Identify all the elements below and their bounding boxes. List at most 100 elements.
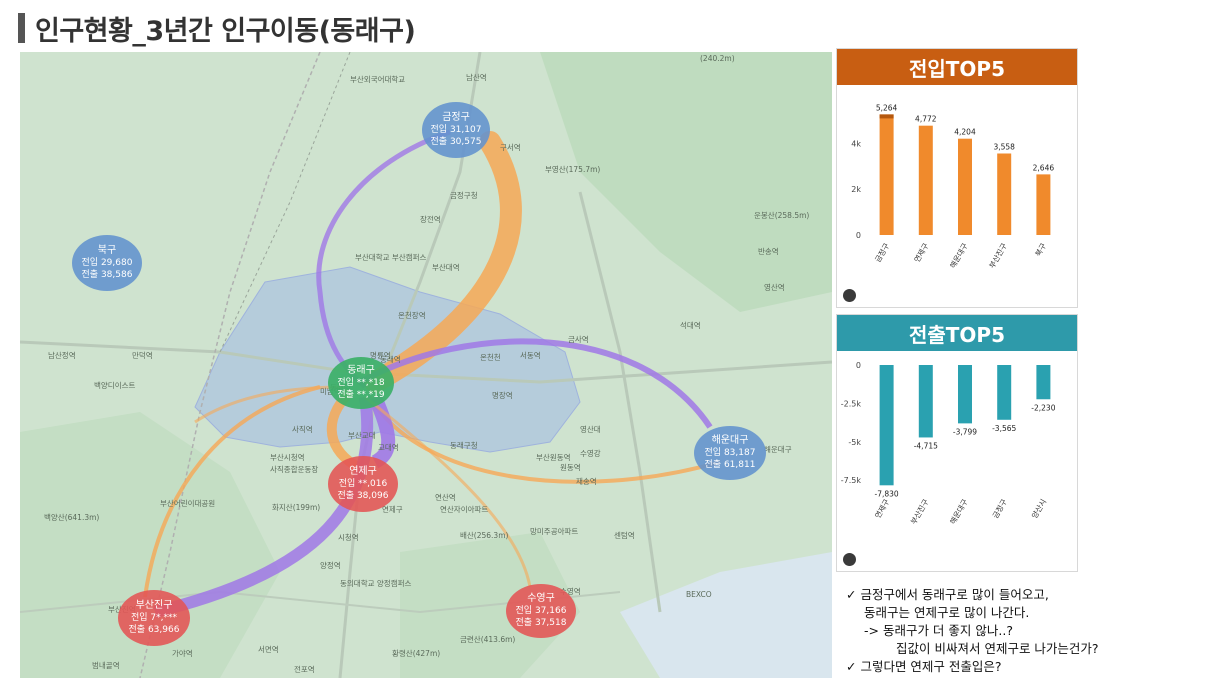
flow-geumjeong: [364, 131, 522, 393]
x-tick-label: 연제구: [873, 497, 891, 520]
hill-area: [20, 412, 280, 678]
map-place-label: 양정역: [320, 561, 341, 570]
map-place-label: (240.2m): [700, 54, 735, 63]
district-in: 전입 83,187: [704, 448, 756, 458]
map-place-label: 사직역: [292, 425, 313, 434]
district-bubble-yeonje: 연제구 전입 **,016 전출 38,096: [328, 456, 398, 512]
data-label: -3,565: [992, 424, 1016, 433]
map-place-label: 온천천: [480, 353, 501, 362]
railway: [219, 52, 351, 353]
district-out: 전출 **,*19: [337, 390, 385, 400]
district-out: 전출 38,096: [337, 491, 389, 501]
map-place-label: 연제구: [382, 505, 403, 514]
note-line: ✓ 금정구에서 동래구로 많이 들어오고,: [846, 587, 1049, 602]
map-place-label: 백양디이스트: [94, 381, 136, 390]
map-place-label: 동래역: [380, 355, 401, 364]
map-place-label: 명륜역: [370, 351, 391, 360]
map-place-label: 금련산(413.6m): [460, 635, 516, 644]
x-tick-label: 금정구: [872, 241, 891, 264]
map-place-label: 부산대역: [432, 263, 460, 272]
map-place-label: 영산대: [580, 425, 601, 434]
flow-haeundae-in: [368, 395, 721, 484]
map-place-label: 부산교대: [348, 431, 376, 440]
map-place-label: 범내골역: [92, 661, 120, 670]
data-label: 4,772: [915, 115, 937, 124]
title-accent-bar: [18, 13, 25, 43]
map-place-label: 수영역: [560, 587, 581, 596]
map-place-label: 남산정역: [48, 351, 76, 360]
bar-cap: [879, 114, 894, 119]
map-place-label: 재송역: [576, 477, 597, 486]
district-name: 수영구: [527, 593, 555, 604]
sea-area: [620, 552, 832, 678]
map-place-label: 부산대학교 부산캠퍼스: [355, 253, 427, 262]
data-label: -2,230: [1031, 403, 1055, 412]
inflow-top5-panel: 전입TOP5 0 2k 4k 5,264 금정구 4,772 연제구 4,204 해운대구 3,5…: [836, 48, 1078, 308]
x-tick-label: 양산시: [1029, 497, 1048, 520]
district-name: 부산진구: [135, 600, 173, 611]
map-place-label: 동의대학교 양정캠퍼스: [340, 579, 412, 588]
map-place-label: 연산자이아파트: [440, 505, 489, 514]
page-title: 인구현황_3년간 인구이동(동래구): [35, 15, 416, 47]
migration-map: 남산역 부산외국어대학교 부영산(175.7m) 금정구청 장전역 부산대학교 부산캠퍼스…: [20, 52, 832, 678]
logo-icon: [843, 289, 856, 302]
map-place-label: 서면역: [258, 645, 279, 654]
district-out: 전출 63,966: [128, 625, 180, 635]
bar: [958, 138, 972, 235]
x-tick-label: 해운대구: [947, 497, 970, 526]
y-tick-label: 0: [856, 361, 861, 370]
y-tick-label: 2k: [851, 185, 861, 194]
map-place-label: 부영산(175.7m): [545, 165, 601, 174]
map-place-label: 남산역: [466, 73, 487, 82]
map-place-label: 교대역: [378, 443, 399, 452]
map-place-label: 금사역: [568, 335, 589, 344]
district-bubble-haeundae: 해운대구 전입 83,187 전출 61,811: [694, 426, 766, 480]
map-place-label: 배산(256.3m): [460, 531, 509, 540]
bar: [918, 125, 933, 235]
flow-busanjin-in: [143, 385, 321, 598]
map-place-label: 황령산(427m): [392, 649, 441, 658]
map-place-label: 사직종합운동장: [270, 465, 319, 474]
map-place-label: 시청역: [338, 533, 359, 542]
note-line: 동래구는 연제구로 많이 나간다.: [864, 605, 1030, 620]
bar: [997, 365, 1012, 420]
map-place-label: 금정구청: [450, 191, 478, 200]
district-out: 전출 37,518: [515, 618, 567, 628]
district-bubble-dongnae: 동래구 전입 **,*18 전출 **,*19: [328, 357, 394, 409]
outflow-chart-title: 전출TOP5: [837, 315, 1077, 351]
data-label: 3,558: [993, 142, 1015, 151]
map-place-label: 온천장역: [398, 311, 426, 320]
district-name: 북구: [97, 245, 117, 256]
map-place-label: 부산시청역: [270, 453, 305, 462]
map-place-label: 해운대구: [764, 445, 792, 454]
map-place-label: 수영강: [580, 449, 601, 458]
district-bubble-busanjin: 부산진구 전입 7*,*** 전출 63,966: [118, 590, 190, 646]
y-tick-label: -5k: [848, 438, 861, 447]
district-in: 전입 **,*18: [337, 378, 385, 388]
map-place-label: 석대역: [680, 321, 701, 330]
district-in: 전입 7*,***: [130, 613, 177, 623]
district-in: 전입 **,016: [338, 479, 388, 489]
bar: [879, 114, 894, 235]
map-place-label: 가야역: [172, 649, 193, 658]
district-in: 전입 37,166: [515, 606, 567, 616]
map-place-label: 원동역: [560, 463, 581, 472]
x-tick-label: 북구: [1033, 241, 1048, 258]
note-line: 집값이 비싸져서 연제구로 나가는건가?: [896, 641, 1099, 656]
bar: [997, 153, 1012, 235]
district-bubble-geumjeong: 금정구 전입 31,107 전출 30,575: [422, 102, 490, 158]
map-place-label: 전포역: [294, 665, 315, 674]
data-label: 5,264: [876, 103, 898, 112]
map-place-label: 명장역: [492, 391, 513, 400]
inflow-chart-title: 전입TOP5: [837, 49, 1077, 85]
logo-icon: [843, 553, 856, 566]
flow-busanjin-out: [153, 396, 374, 618]
district-name: 금정구: [442, 112, 470, 123]
map-place-label: BEXCO: [686, 590, 712, 599]
map-place-label: 연산역: [435, 493, 456, 502]
district-name: 해운대구: [711, 435, 749, 446]
x-tick-label: 연제구: [912, 241, 930, 264]
page-title-block: 인구현황_3년간 인구이동(동래구): [18, 8, 416, 48]
railway: [139, 52, 321, 678]
